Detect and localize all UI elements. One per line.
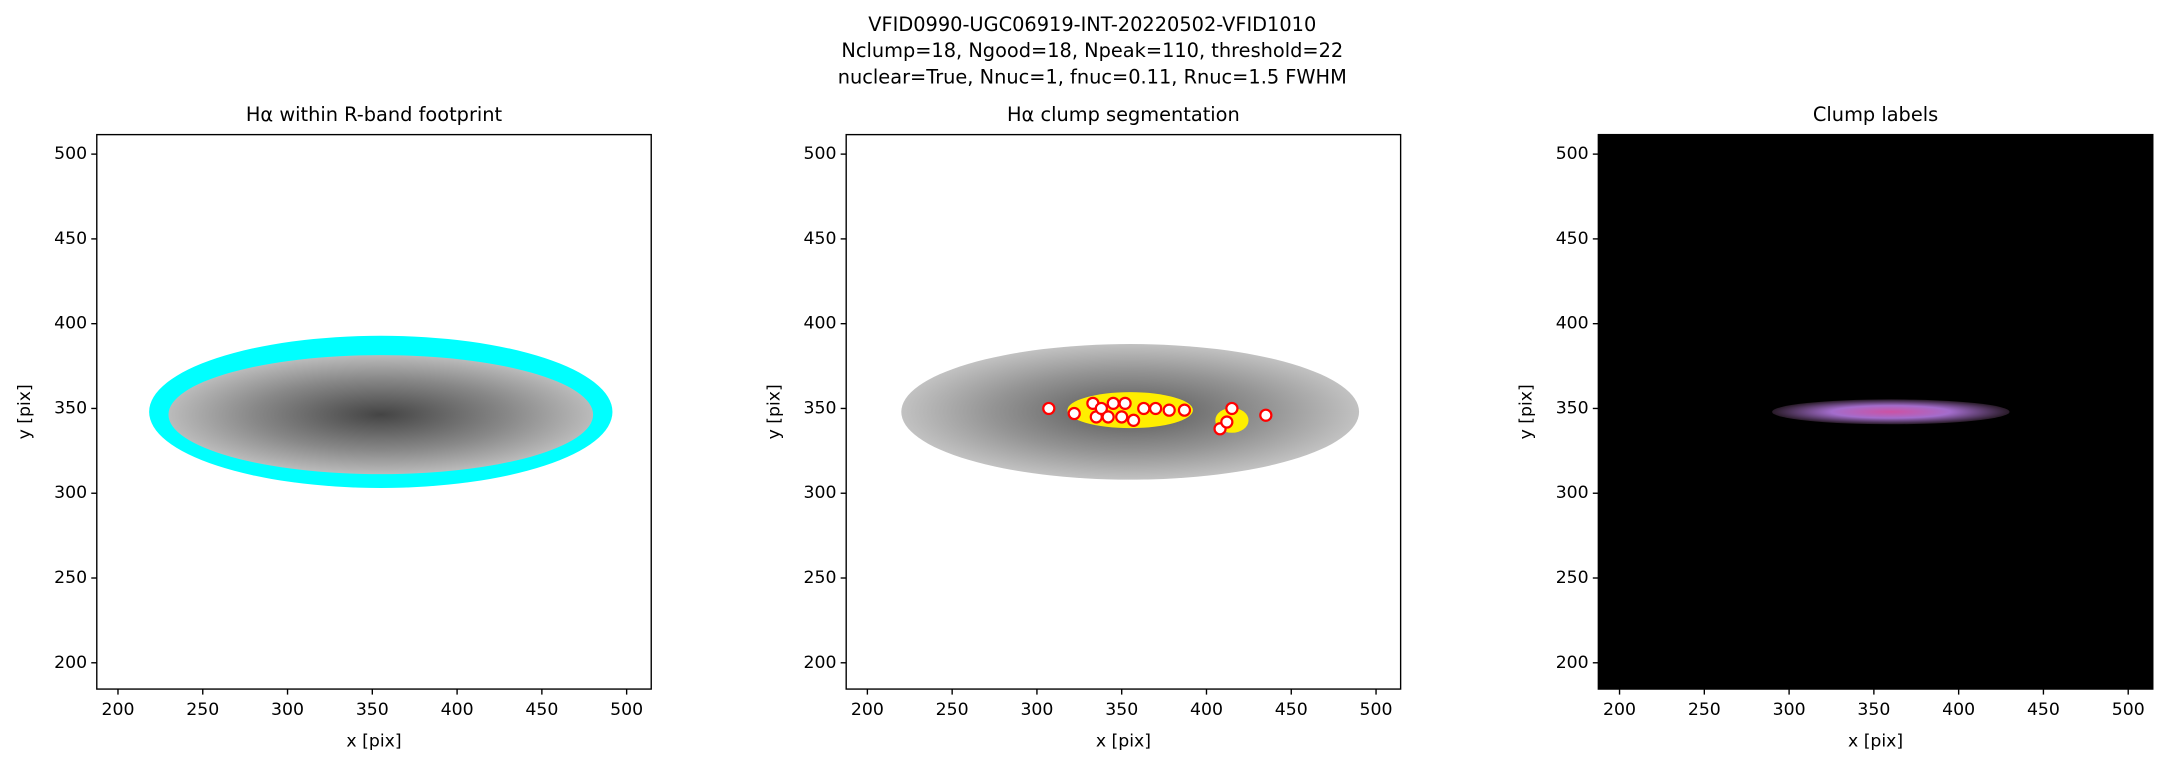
x-tick-label: 300 [1020, 700, 1053, 720]
chart-title: Hα within R-band footprint [246, 103, 503, 126]
clump-marker [1177, 403, 1192, 417]
y-tick-label: 400 [1556, 314, 1589, 334]
y-tick-label: 250 [1556, 568, 1589, 588]
x-tick-label: 350 [1857, 700, 1890, 720]
y-tick-label: 200 [54, 653, 87, 673]
x-tick-label: 300 [1773, 700, 1806, 720]
clump-marker [1067, 406, 1081, 421]
x-tick-label: 450 [525, 700, 558, 720]
x-tick-label: 500 [2112, 700, 2145, 720]
clump-marker [1042, 401, 1056, 416]
clump-marker [1225, 401, 1239, 416]
x-tick-label: 350 [1105, 700, 1138, 720]
plot-frame [96, 133, 652, 690]
clump-marker [1162, 403, 1176, 417]
y-tick-label: 500 [804, 144, 837, 164]
x-tick-label: 500 [610, 700, 643, 720]
x-tick-label: 250 [1688, 700, 1721, 720]
y-tick-label: 300 [54, 483, 87, 503]
y-tick-label: 450 [54, 229, 87, 249]
plot-frame [845, 133, 1402, 690]
y-tick-label: 250 [54, 568, 87, 588]
x-tick-label: 400 [1942, 700, 1975, 720]
x-tick-label: 400 [441, 700, 474, 720]
chart-title: Clump labels [1813, 103, 1938, 126]
label-image [1772, 399, 2010, 425]
x-tick-label: 400 [1190, 700, 1223, 720]
y-axis-label: y [pix] [15, 384, 35, 439]
x-tick-label: 450 [2027, 700, 2060, 720]
x-tick-label: 200 [1603, 700, 1636, 720]
y-tick-label: 450 [804, 229, 837, 249]
y-tick-label: 300 [804, 483, 837, 503]
x-axis-label: x [pix] [1096, 732, 1151, 752]
clump-marker [1148, 401, 1163, 416]
x-tick-label: 250 [186, 700, 219, 720]
x-axis-label: x [pix] [1848, 732, 1903, 752]
figure-title: VFID0990-UGC06919-INT-20220502-VFID1010 [868, 13, 1316, 36]
y-axis-label: y [pix] [764, 384, 784, 439]
y-tick-label: 500 [54, 144, 87, 164]
y-tick-label: 350 [1556, 398, 1589, 418]
x-tick-label: 200 [851, 700, 884, 720]
x-axis-label: x [pix] [346, 732, 401, 752]
y-tick-label: 200 [1556, 653, 1589, 673]
plot-frame [1597, 133, 2154, 690]
y-axis-label: y [pix] [1516, 384, 1536, 439]
galaxy-image [168, 355, 594, 475]
x-tick-label: 450 [1275, 700, 1308, 720]
y-tick-label: 300 [1556, 483, 1589, 503]
clump-marker [1101, 410, 1115, 424]
x-tick-label: 250 [936, 700, 969, 720]
y-tick-label: 250 [804, 568, 837, 588]
x-tick-label: 200 [101, 700, 134, 720]
clump-marker [1118, 396, 1132, 411]
y-tick-label: 400 [804, 314, 837, 334]
chart-title: Hα clump segmentation [1007, 103, 1240, 126]
x-tick-label: 300 [271, 700, 304, 720]
clump-marker [1126, 413, 1141, 427]
y-tick-label: 350 [804, 398, 837, 418]
x-tick-label: 500 [1360, 700, 1393, 720]
clump-marker [1220, 415, 1234, 429]
clump-marker [1259, 408, 1273, 422]
y-tick-label: 200 [804, 653, 837, 673]
y-tick-label: 500 [1556, 144, 1589, 164]
clump-marker [1137, 401, 1151, 416]
figure-title: nuclear=True, Nnuc=1, fnuc=0.11, Rnuc=1.… [838, 65, 1347, 88]
figure-title: Nclump=18, Ngood=18, Npeak=110, threshol… [841, 39, 1343, 62]
y-tick-label: 450 [1556, 229, 1589, 249]
y-tick-label: 400 [54, 314, 87, 334]
clump-marker [1106, 396, 1120, 411]
clump-marker [1115, 410, 1129, 424]
y-tick-label: 350 [54, 398, 87, 418]
clump-marker [1094, 401, 1109, 416]
x-tick-label: 350 [356, 700, 389, 720]
